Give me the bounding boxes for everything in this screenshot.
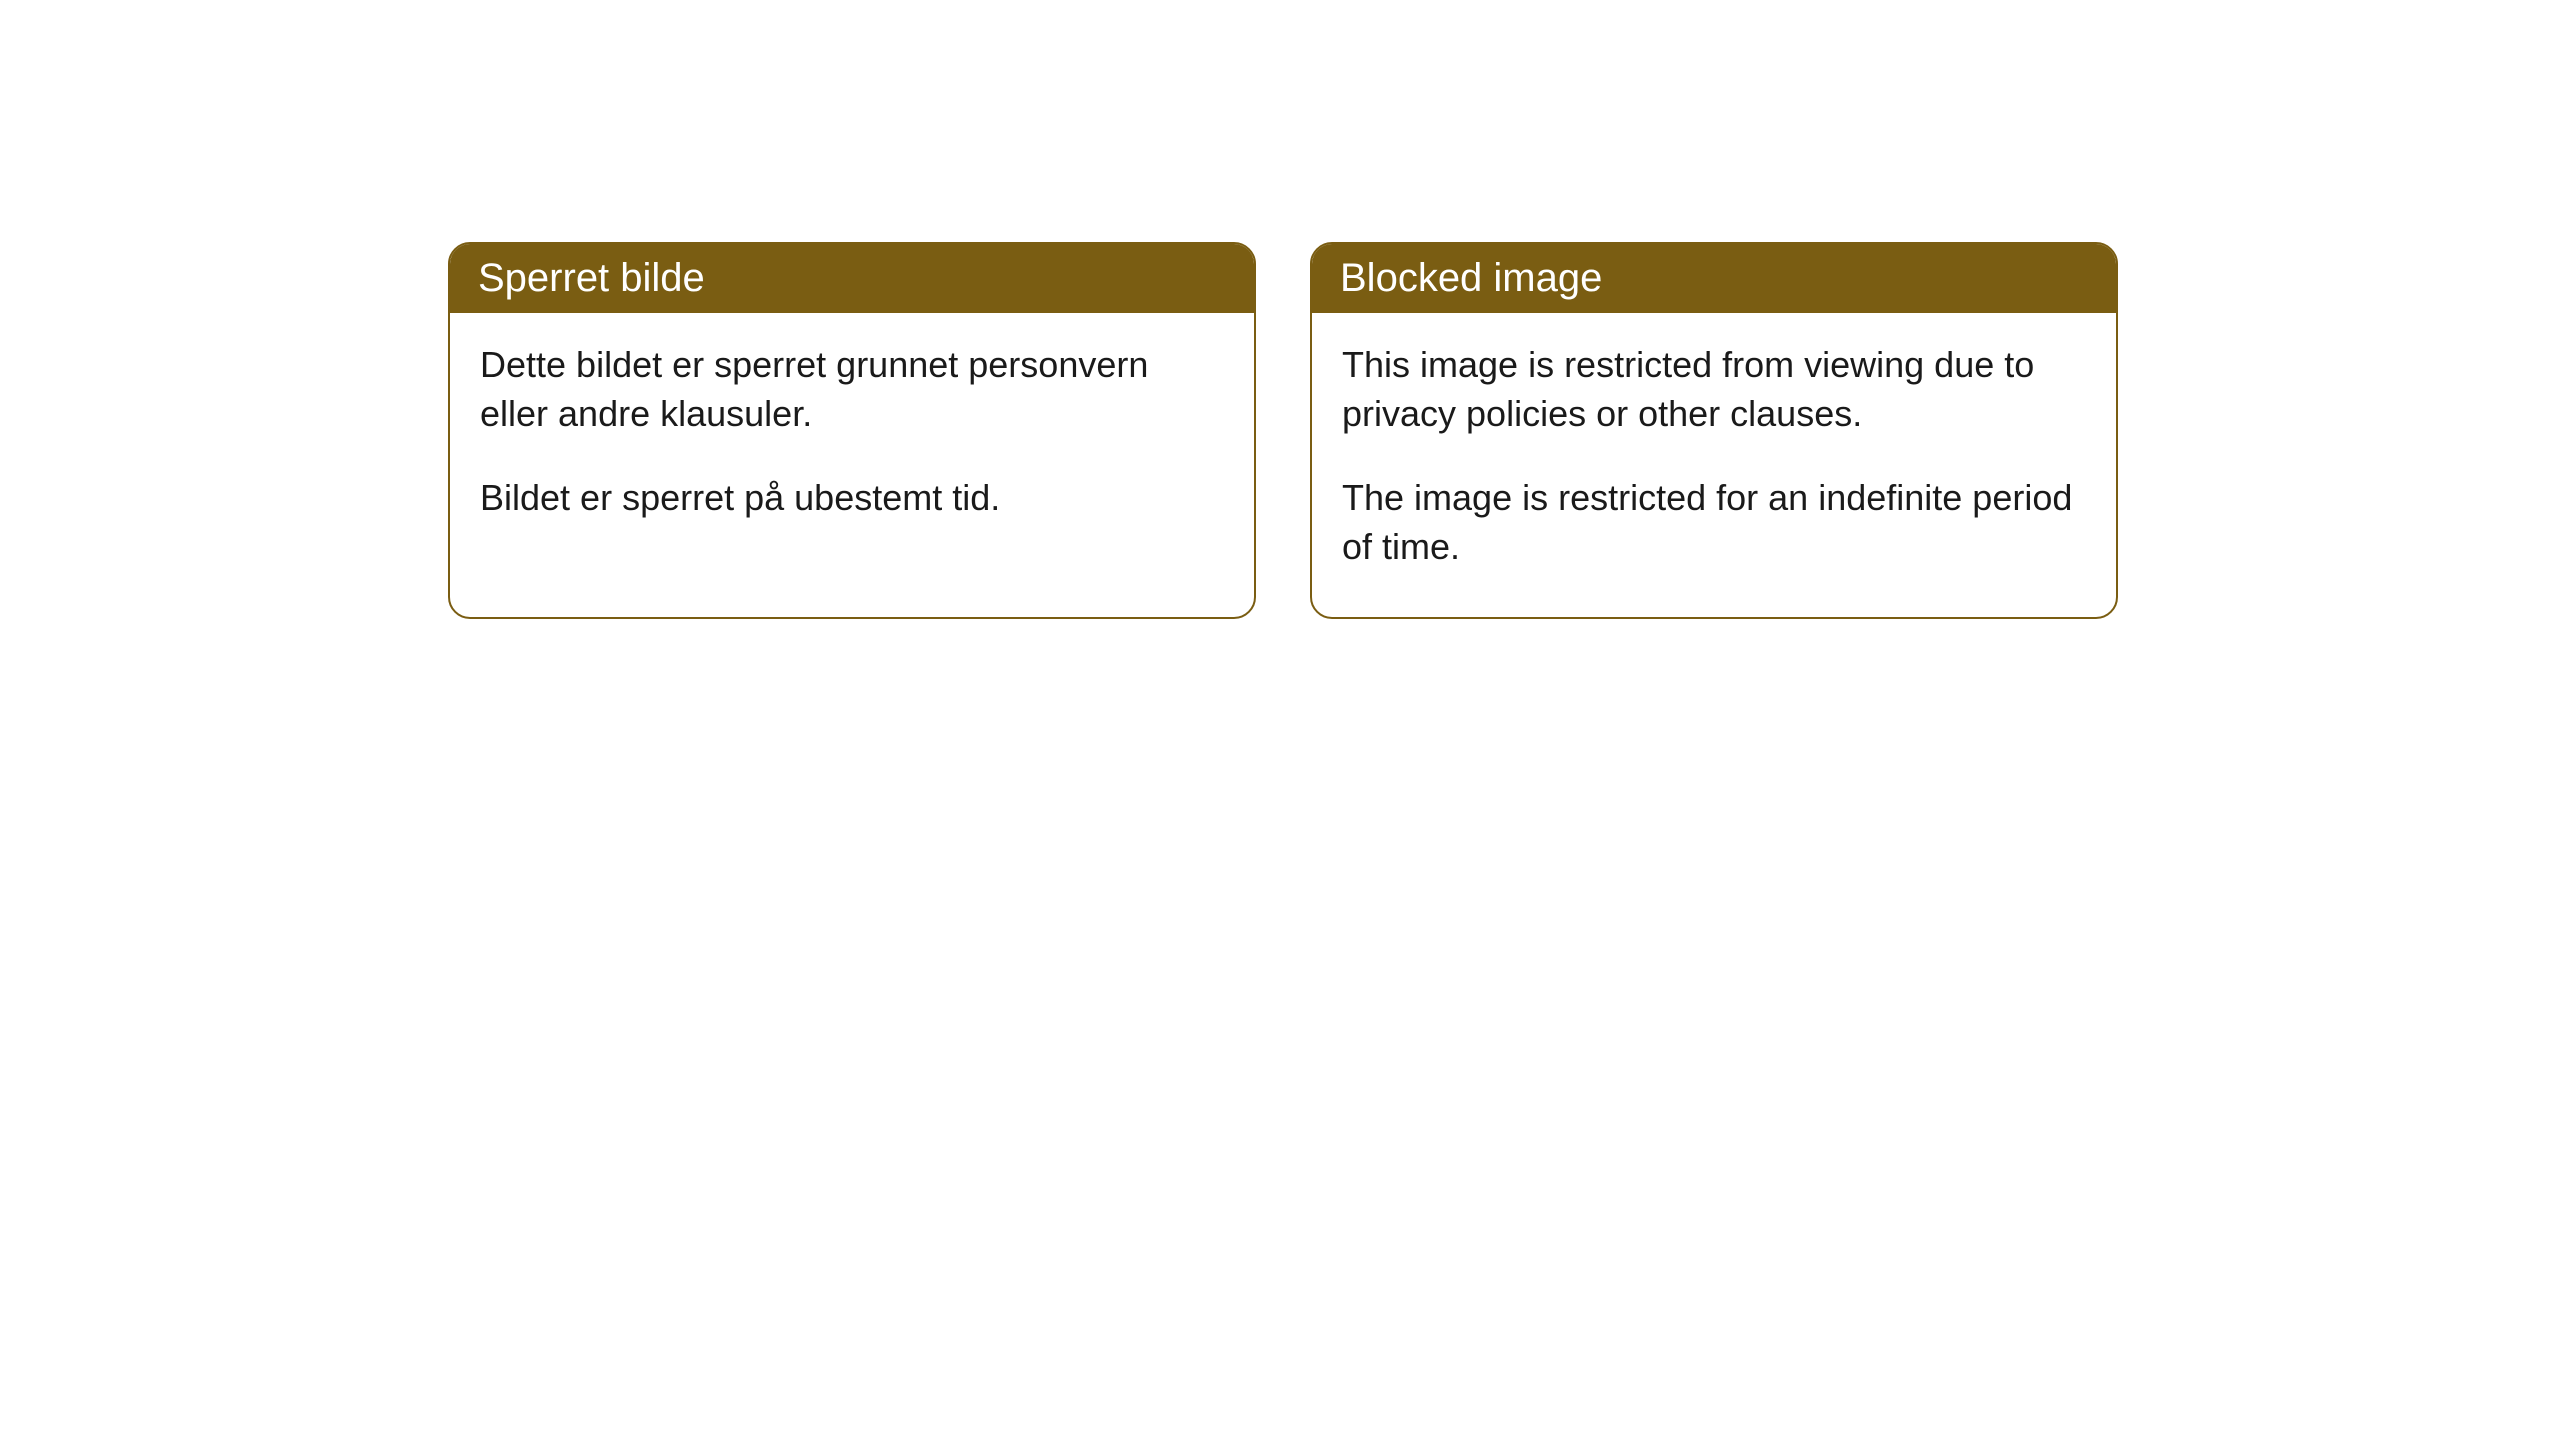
card-paragraph: This image is restricted from viewing du… [1342, 341, 2086, 438]
card-paragraph: Bildet er sperret på ubestemt tid. [480, 474, 1224, 523]
card-header-norwegian: Sperret bilde [450, 244, 1254, 313]
card-title: Blocked image [1340, 256, 1602, 300]
card-body-norwegian: Dette bildet er sperret grunnet personve… [450, 313, 1254, 569]
card-body-english: This image is restricted from viewing du… [1312, 313, 2116, 617]
blocked-image-card-norwegian: Sperret bilde Dette bildet er sperret gr… [448, 242, 1256, 619]
card-paragraph: Dette bildet er sperret grunnet personve… [480, 341, 1224, 438]
card-header-english: Blocked image [1312, 244, 2116, 313]
blocked-image-card-english: Blocked image This image is restricted f… [1310, 242, 2118, 619]
card-paragraph: The image is restricted for an indefinit… [1342, 474, 2086, 571]
card-title: Sperret bilde [478, 256, 705, 300]
cards-container: Sperret bilde Dette bildet er sperret gr… [0, 0, 2560, 619]
